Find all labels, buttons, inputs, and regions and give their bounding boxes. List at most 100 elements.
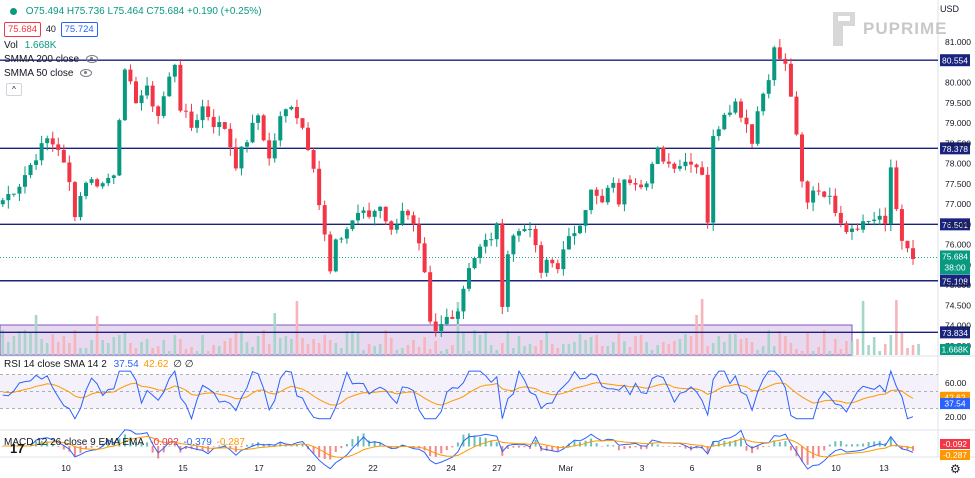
- macd-histogram-bar: [134, 441, 137, 447]
- x-axis-label: Mar: [559, 463, 574, 473]
- macd-histogram-bar: [739, 437, 742, 447]
- macd-histogram-bar: [856, 444, 859, 447]
- macd-histogram-bar: [290, 445, 293, 447]
- hidden-eye-icon[interactable]: [80, 69, 93, 78]
- macd-histogram-bar: [123, 434, 126, 447]
- volume-bar: [18, 331, 21, 355]
- macd-histogram-bar: [251, 443, 254, 447]
- macd-histogram-bar: [151, 446, 154, 453]
- candle-body: [122, 69, 127, 121]
- macd-histogram-bar: [867, 442, 870, 447]
- candle-body: [339, 238, 344, 240]
- macd-histogram-bar: [828, 444, 831, 447]
- volume-bar: [539, 340, 543, 355]
- volume-bar: [195, 351, 199, 355]
- collapse-legend-button[interactable]: ^: [6, 83, 22, 96]
- volume-bar: [156, 346, 160, 355]
- candle-body: [306, 127, 311, 151]
- volume-bar: [223, 341, 227, 355]
- volume-bar: [573, 342, 576, 355]
- volume-bar: [867, 345, 870, 355]
- candle-body: [256, 115, 261, 123]
- macd-histogram-bar: [773, 440, 776, 447]
- macd-label: MACD 12 26 close 9 EMA EMA: [4, 437, 144, 448]
- x-axis-label: 10: [831, 463, 841, 473]
- candle-body: [855, 228, 860, 230]
- macd-histogram-bar: [445, 446, 448, 451]
- volume-bar: [878, 351, 882, 355]
- candle-body: [877, 215, 882, 220]
- volume-bar: [378, 344, 382, 355]
- volume-bar: [439, 351, 443, 355]
- macd-histogram-bar: [656, 444, 659, 447]
- volume-bar: [695, 315, 698, 355]
- volume-bar: [861, 301, 865, 355]
- macd-histogram-bar: [556, 446, 559, 452]
- currency-label[interactable]: USD: [939, 4, 959, 14]
- macd-histogram-bar: [706, 446, 709, 454]
- candle-body: [161, 96, 166, 116]
- macd-histogram-bar: [362, 433, 365, 447]
- candle-body: [28, 164, 33, 176]
- smma200-legend[interactable]: SMMA 200 close: [4, 54, 98, 65]
- x-axis-label: 13: [879, 463, 889, 473]
- level-tag-box: [940, 274, 970, 287]
- volume-bar: [334, 343, 338, 355]
- ask-price[interactable]: 75.724: [60, 22, 98, 37]
- candle-body: [533, 228, 538, 246]
- macd-histogram-bar: [873, 441, 876, 447]
- candle-body: [211, 116, 216, 128]
- volume-bar: [495, 350, 499, 355]
- macd-histogram-bar: [745, 446, 748, 451]
- macd-histogram-bar: [834, 441, 837, 447]
- price-tick-label: 76.000: [945, 240, 971, 250]
- candle-body: [738, 101, 743, 118]
- settings-gear-icon[interactable]: ⚙: [950, 462, 961, 476]
- smma50-legend[interactable]: SMMA 50 close: [4, 68, 93, 79]
- candle-body: [50, 138, 55, 145]
- candle-body: [0, 200, 5, 205]
- volume-bar: [234, 331, 238, 355]
- price-tick-label: 78.000: [945, 159, 971, 169]
- candle-body: [156, 106, 161, 116]
- macd-histogram-bar: [96, 446, 99, 447]
- candle-body: [78, 196, 83, 218]
- macd-histogram-bar: [118, 438, 121, 447]
- macd-histogram-bar: [390, 446, 393, 449]
- macd-histogram-bar: [523, 446, 526, 448]
- candle-body: [572, 233, 577, 237]
- macd-histogram-bar: [517, 446, 520, 448]
- candle-body: [117, 120, 122, 176]
- smma200-label: SMMA 200 close: [4, 54, 80, 65]
- volume-bar: [661, 342, 665, 355]
- candle-body: [317, 168, 322, 206]
- macd-histogram-bar: [812, 446, 815, 459]
- candle-body: [694, 164, 699, 168]
- macd-histogram-bar: [440, 446, 443, 454]
- rsi-label: RSI 14 close SMA 14 2: [4, 359, 107, 370]
- volume-bar: [179, 339, 182, 355]
- candle-body: [89, 179, 94, 183]
- candle-body: [611, 182, 616, 188]
- macd-histogram-bar: [767, 446, 770, 447]
- volume-bar: [761, 346, 765, 355]
- candle-body: [289, 107, 294, 110]
- candle-body: [200, 106, 205, 121]
- candle-body: [872, 219, 877, 222]
- candle-body: [267, 140, 272, 159]
- macd-histogram-bar: [101, 443, 104, 447]
- volume-bar: [717, 336, 721, 355]
- macd-histogram-bar: [889, 436, 892, 447]
- volume-bar: [517, 336, 521, 355]
- volume-bar: [367, 344, 371, 355]
- macd-histogram-bar: [356, 436, 359, 447]
- candle-body: [322, 205, 327, 235]
- level-price-tag: 75.108: [940, 274, 970, 287]
- macd-histogram-bar: [801, 446, 804, 462]
- volume-bar: [750, 342, 754, 355]
- level-price-tag: 73.834: [940, 326, 970, 339]
- hidden-eye-icon[interactable]: [85, 55, 98, 64]
- bid-price[interactable]: 75.684: [4, 22, 42, 37]
- volume-bar: [883, 344, 887, 355]
